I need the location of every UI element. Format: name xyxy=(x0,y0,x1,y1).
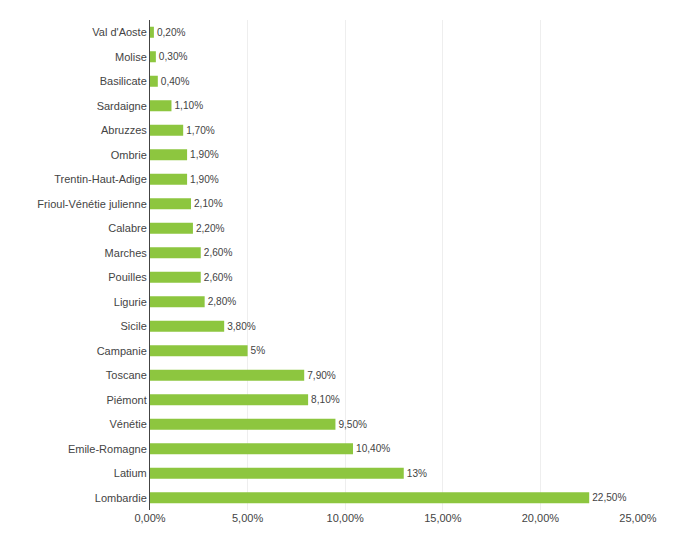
svg-text:10,00%: 10,00% xyxy=(327,512,365,524)
svg-text:2,80%: 2,80% xyxy=(208,296,237,307)
svg-text:25,00%: 25,00% xyxy=(619,512,657,524)
svg-text:Vénétie: Vénétie xyxy=(109,418,146,430)
svg-text:Abruzzes: Abruzzes xyxy=(101,124,147,136)
svg-text:Marches: Marches xyxy=(105,247,148,259)
svg-text:22,50%: 22,50% xyxy=(592,492,626,503)
svg-text:Molise: Molise xyxy=(115,51,147,63)
svg-text:13%: 13% xyxy=(407,468,427,479)
svg-text:Ombrie: Ombrie xyxy=(111,149,147,161)
svg-text:Pouilles: Pouilles xyxy=(108,271,147,283)
svg-text:Sardaigne: Sardaigne xyxy=(97,100,147,112)
svg-text:0,00%: 0,00% xyxy=(134,512,165,524)
svg-text:Sicile: Sicile xyxy=(121,320,147,332)
svg-text:1,90%: 1,90% xyxy=(190,174,219,185)
svg-text:Ligurie: Ligurie xyxy=(114,296,147,308)
svg-text:Basilicate: Basilicate xyxy=(100,75,147,87)
svg-text:1,90%: 1,90% xyxy=(190,149,219,160)
svg-text:Calabre: Calabre xyxy=(108,222,147,234)
svg-text:Trentin-Haut-Adige: Trentin-Haut-Adige xyxy=(54,173,147,185)
svg-text:2,60%: 2,60% xyxy=(204,272,233,283)
svg-text:Emile-Romagne: Emile-Romagne xyxy=(68,443,147,455)
svg-text:0,20%: 0,20% xyxy=(157,27,186,38)
svg-text:Val d'Aoste: Val d'Aoste xyxy=(92,26,146,38)
svg-text:2,60%: 2,60% xyxy=(204,247,233,258)
svg-text:Piémont: Piémont xyxy=(106,394,146,406)
svg-text:Latium: Latium xyxy=(114,467,147,479)
svg-text:0,30%: 0,30% xyxy=(159,51,188,62)
svg-text:Toscane: Toscane xyxy=(106,369,147,381)
svg-text:1,70%: 1,70% xyxy=(186,125,215,136)
svg-text:Lombardie: Lombardie xyxy=(95,492,147,504)
svg-text:9,50%: 9,50% xyxy=(338,419,367,430)
svg-text:5%: 5% xyxy=(251,345,266,356)
svg-text:20,00%: 20,00% xyxy=(522,512,560,524)
svg-text:Campanie: Campanie xyxy=(97,345,147,357)
svg-text:3,80%: 3,80% xyxy=(227,321,256,332)
svg-text:2,10%: 2,10% xyxy=(194,198,223,209)
svg-text:10,40%: 10,40% xyxy=(356,443,390,454)
svg-text:1,10%: 1,10% xyxy=(174,100,203,111)
svg-text:8,10%: 8,10% xyxy=(311,394,340,405)
svg-text:Frioul-Vénétie julienne: Frioul-Vénétie julienne xyxy=(37,198,146,210)
svg-text:5,00%: 5,00% xyxy=(232,512,263,524)
svg-text:0,40%: 0,40% xyxy=(161,76,190,87)
svg-text:15,00%: 15,00% xyxy=(424,512,462,524)
svg-text:2,20%: 2,20% xyxy=(196,223,225,234)
svg-text:7,90%: 7,90% xyxy=(307,370,336,381)
